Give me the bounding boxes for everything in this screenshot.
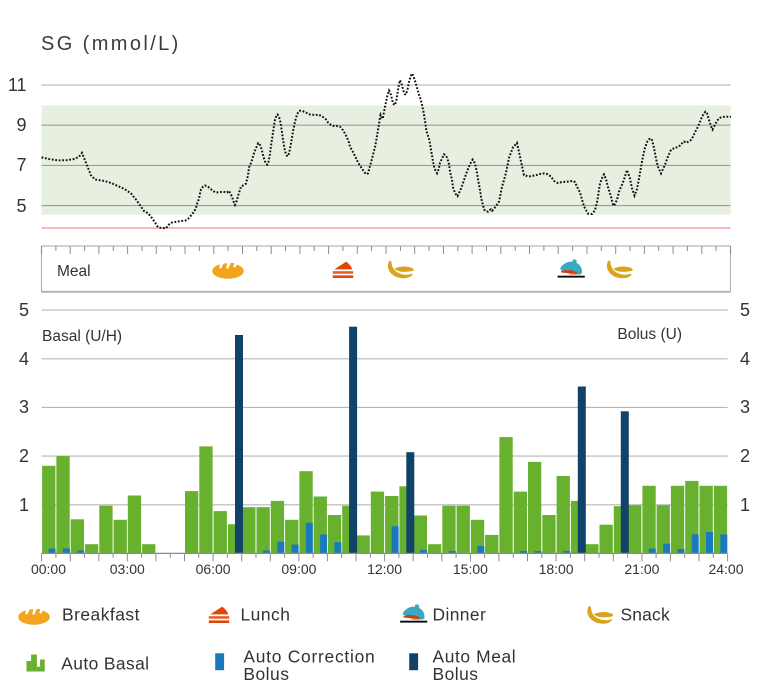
svg-text:9: 9	[16, 115, 26, 135]
svg-text:Bolus: Bolus	[243, 664, 289, 684]
svg-text:18:00: 18:00	[539, 561, 574, 577]
svg-text:1: 1	[740, 495, 750, 515]
svg-text:Auto Meal: Auto Meal	[433, 647, 517, 667]
svg-text:Dinner: Dinner	[433, 605, 487, 625]
svg-text:Snack: Snack	[621, 605, 670, 625]
svg-text:5: 5	[740, 300, 750, 320]
svg-text:5: 5	[16, 196, 26, 216]
svg-text:5: 5	[19, 300, 29, 320]
svg-text:24:00: 24:00	[708, 561, 743, 577]
svg-text:2: 2	[740, 446, 750, 466]
svg-text:12:00: 12:00	[367, 561, 402, 577]
svg-text:11: 11	[8, 75, 27, 95]
svg-text:SG (mmol/L): SG (mmol/L)	[41, 33, 181, 55]
svg-text:09:00: 09:00	[281, 561, 316, 577]
svg-text:Auto Basal: Auto Basal	[61, 654, 149, 674]
svg-text:Auto Correction: Auto Correction	[243, 647, 375, 667]
svg-text:Lunch: Lunch	[241, 605, 291, 625]
svg-text:06:00: 06:00	[196, 561, 231, 577]
svg-text:15:00: 15:00	[453, 561, 488, 577]
svg-text:Breakfast: Breakfast	[62, 605, 140, 625]
svg-text:Meal: Meal	[57, 263, 91, 280]
svg-text:7: 7	[16, 155, 26, 175]
svg-text:3: 3	[740, 397, 750, 417]
svg-text:Bolus (U): Bolus (U)	[617, 326, 682, 343]
svg-text:00:00: 00:00	[31, 561, 66, 577]
svg-text:2: 2	[19, 446, 29, 466]
svg-text:21:00: 21:00	[624, 561, 659, 577]
svg-text:Bolus: Bolus	[433, 664, 479, 684]
svg-text:1: 1	[19, 495, 29, 515]
svg-text:4: 4	[19, 349, 29, 369]
svg-text:3: 3	[19, 397, 29, 417]
svg-text:4: 4	[740, 349, 750, 369]
svg-text:03:00: 03:00	[110, 561, 145, 577]
svg-text:Basal (U/H): Basal (U/H)	[42, 328, 122, 345]
